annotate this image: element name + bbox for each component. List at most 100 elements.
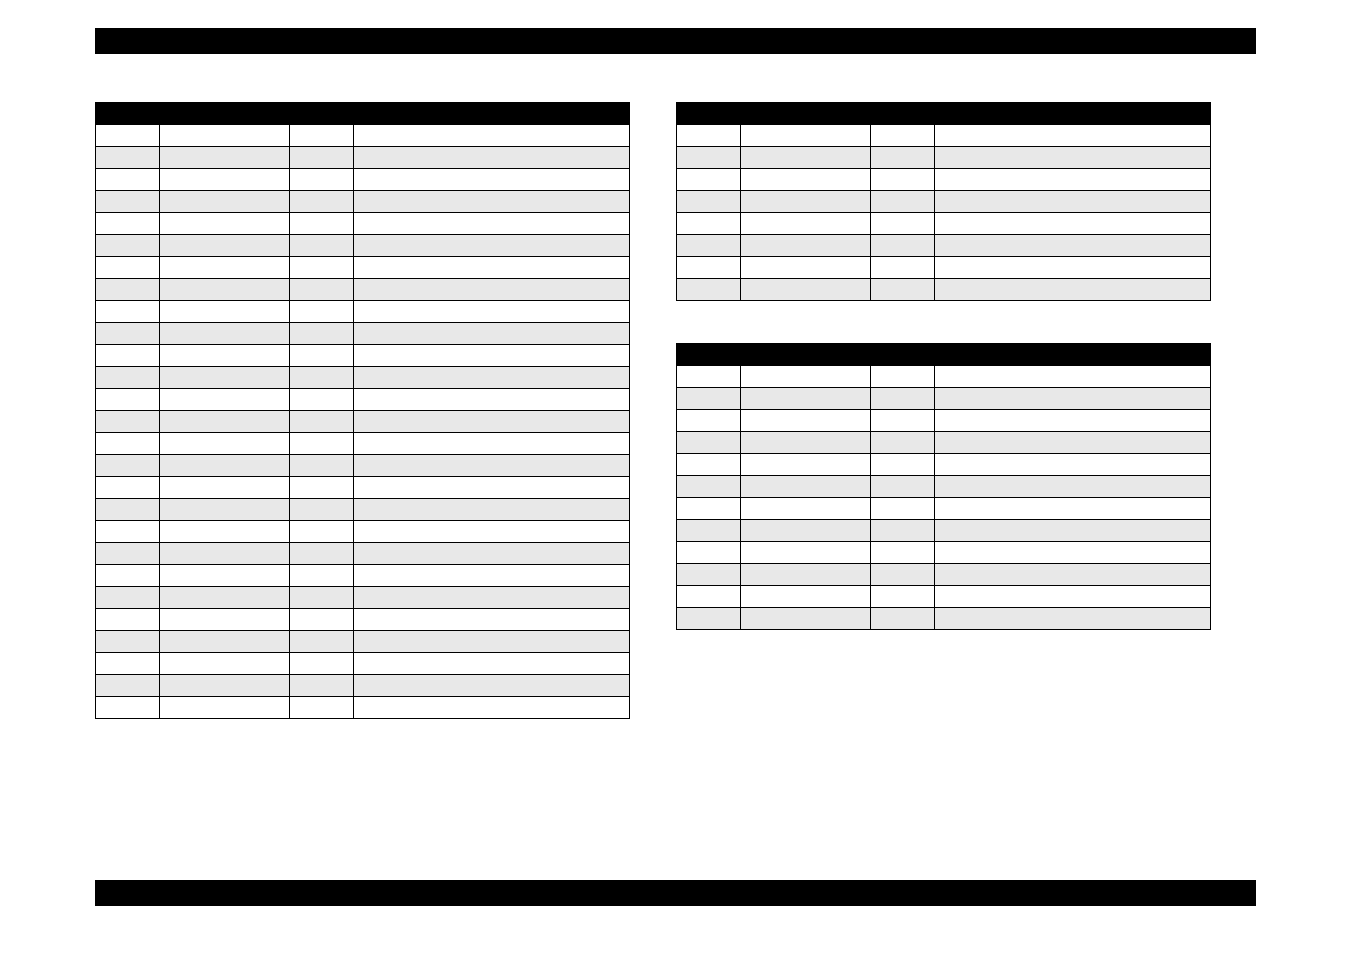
table-cell: [290, 257, 354, 279]
table-cell: [354, 345, 630, 367]
table-cell: [96, 235, 160, 257]
table-row: [96, 697, 630, 719]
table-cell: [741, 279, 871, 301]
table-cell: [935, 410, 1211, 432]
table-cell: [741, 498, 871, 520]
table-cell: [677, 564, 741, 586]
table-row: [677, 366, 1211, 388]
table-cell: [160, 609, 290, 631]
table-cell: [160, 631, 290, 653]
table-cell: [290, 213, 354, 235]
table-cell: [160, 279, 290, 301]
table-row: [677, 169, 1211, 191]
table-cell: [741, 388, 871, 410]
table-cell: [871, 520, 935, 542]
table-cell: [96, 653, 160, 675]
table-cell: [290, 367, 354, 389]
table-row: [96, 279, 630, 301]
table-cell: [160, 389, 290, 411]
table-row: [677, 608, 1211, 630]
table-cell: [871, 454, 935, 476]
columns-wrap: [95, 102, 1256, 719]
table-cell: [354, 565, 630, 587]
table-cell: [935, 125, 1211, 147]
table-cell: [741, 586, 871, 608]
table-row: [677, 498, 1211, 520]
table-cell: [935, 388, 1211, 410]
table-cell: [160, 191, 290, 213]
table-cell: [935, 564, 1211, 586]
table-cell: [96, 323, 160, 345]
table-row: [677, 520, 1211, 542]
table-cell: [354, 389, 630, 411]
table-cell: [354, 587, 630, 609]
table-row: [96, 455, 630, 477]
table-cell: [160, 257, 290, 279]
table-cell: [677, 586, 741, 608]
table-cell: [290, 675, 354, 697]
table-cell: [354, 477, 630, 499]
table-cell: [871, 235, 935, 257]
table-cell: [677, 213, 741, 235]
table-row: [96, 367, 630, 389]
table-cell: [96, 191, 160, 213]
table-cell: [677, 191, 741, 213]
table-cell: [290, 301, 354, 323]
table-cell: [354, 169, 630, 191]
table-row: [96, 125, 630, 147]
right-top-section-header: [676, 102, 1211, 124]
table-cell: [871, 498, 935, 520]
table-row: [96, 477, 630, 499]
table-cell: [935, 608, 1211, 630]
table-cell: [871, 608, 935, 630]
table-cell: [354, 675, 630, 697]
table-cell: [160, 235, 290, 257]
table-cell: [354, 609, 630, 631]
table-cell: [935, 147, 1211, 169]
table-cell: [935, 213, 1211, 235]
table-cell: [354, 125, 630, 147]
table-cell: [354, 235, 630, 257]
right-top-section: [676, 102, 1211, 301]
table-cell: [290, 565, 354, 587]
table-cell: [871, 169, 935, 191]
table-cell: [871, 366, 935, 388]
table-cell: [677, 454, 741, 476]
table-row: [96, 609, 630, 631]
table-cell: [935, 279, 1211, 301]
table-cell: [741, 432, 871, 454]
table-cell: [96, 411, 160, 433]
table-row: [96, 345, 630, 367]
left-table: [95, 124, 630, 719]
table-cell: [935, 191, 1211, 213]
table-cell: [677, 432, 741, 454]
table-cell: [677, 498, 741, 520]
table-cell: [96, 609, 160, 631]
table-cell: [741, 564, 871, 586]
table-cell: [354, 213, 630, 235]
table-cell: [290, 477, 354, 499]
table-cell: [160, 543, 290, 565]
table-cell: [96, 499, 160, 521]
table-row: [677, 410, 1211, 432]
table-row: [677, 213, 1211, 235]
table-cell: [290, 499, 354, 521]
table-cell: [96, 477, 160, 499]
table-row: [96, 675, 630, 697]
table-cell: [96, 587, 160, 609]
table-row: [96, 653, 630, 675]
table-row: [677, 388, 1211, 410]
table-cell: [160, 125, 290, 147]
table-cell: [354, 697, 630, 719]
table-cell: [935, 235, 1211, 257]
header-bar: [95, 28, 1256, 54]
table-cell: [741, 257, 871, 279]
table-cell: [871, 279, 935, 301]
table-cell: [677, 542, 741, 564]
table-cell: [96, 213, 160, 235]
table-row: [677, 191, 1211, 213]
table-row: [677, 542, 1211, 564]
table-cell: [354, 367, 630, 389]
table-cell: [871, 432, 935, 454]
table-cell: [160, 213, 290, 235]
